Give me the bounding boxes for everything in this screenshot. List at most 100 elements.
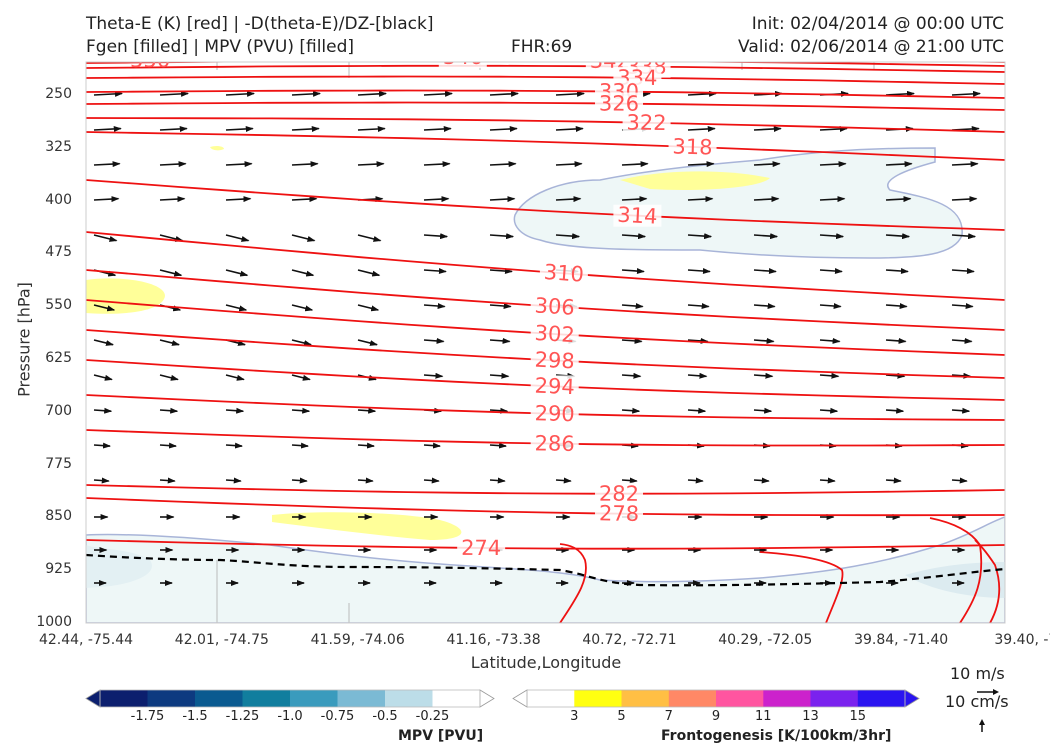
mpv-colorbar-segment [147,690,196,707]
wind-arrow [225,234,250,242]
wind-arrow [357,234,382,242]
fgen-colorbar-segment [527,690,575,707]
wind-arrow [93,196,120,203]
wind-arrow [159,374,179,381]
wind-arrow [819,477,836,484]
mpv-colorbar-extend-low [85,689,101,708]
wind-arrow [93,374,113,381]
contour-label-bg [585,62,634,72]
wind-arrow [489,477,506,484]
wind-key-vertical: 10 cm/s [945,692,1009,711]
theta-e-label: 290 [534,401,575,426]
theta-e-label: 282 [599,482,639,506]
wind-arrow [357,161,385,168]
theta-e-contour [559,543,587,623]
wind-arrow [291,339,312,346]
fgen-colorbar-tick: 7 [664,709,673,724]
wind-arrow [489,125,518,132]
contour-label-bg [457,537,506,560]
mpv-colorbar-tick: -1.25 [225,709,260,724]
fgen-region [86,278,165,314]
fgen-colorbar-extend-low [512,689,528,708]
theta-e-contour [86,62,1005,67]
wind-arrow [225,407,245,414]
contour-label-bg [530,402,579,425]
wind-arrow [621,407,641,414]
wind-arrow [291,407,311,414]
y-tick-label: 475 [45,244,72,261]
wind-arrow [357,269,381,277]
theta-e-contour [974,539,1001,623]
wind-arrow [93,442,111,449]
y-tick-label: 550 [45,297,72,314]
wind-arrow [291,90,321,97]
mpv-colorbar-segment [100,690,149,707]
wind-arrow [819,233,845,240]
wind-arrow [885,477,902,484]
theta-e-contour [86,131,1005,161]
wind-arrow [951,477,968,484]
fgen-colorbar-segment [574,690,623,707]
wind-arrow [555,90,585,97]
wind-arrow [291,269,315,277]
wind-arrow [621,268,645,275]
wind-arrow [93,407,113,414]
wind-arrow [93,477,110,484]
wind-arrow [819,268,843,275]
wind-arrow [225,90,255,97]
wind-arrow [489,337,511,344]
wind-arrow [489,407,509,414]
theta-e-label: 286 [534,431,574,456]
wind-arrow [225,196,252,203]
wind-arrow [423,90,453,97]
wind-arrow [489,161,517,168]
theta-e-label: 346 [443,45,483,69]
y-tick-label: 775 [45,455,72,472]
y-tick-label: 700 [45,402,72,419]
wind-arrow [93,339,114,346]
theta-e-contour [86,89,1005,99]
contour-label-bg [668,135,717,158]
mpv-colorbar-extend-high [479,689,495,708]
wind-arrow [885,90,915,97]
colorbars [85,689,920,708]
x-tick-label: 41.16, -73.38 [446,632,541,648]
wind-arrow [159,269,183,277]
mpv-colorbar-tick: -1.0 [277,709,303,724]
wind-arrow [951,233,977,240]
wind-arrow [423,233,449,240]
theta-e-label: 318 [672,134,713,159]
wind-arrow [687,268,711,275]
wind-arrow [159,234,184,242]
title-line-2: Fgen [filled] | MPV (PVU) [filled] [86,37,355,57]
theta-e-contour [86,64,1005,73]
valid-time: Valid: 02/06/2014 @ 21:00 UTC [738,37,1004,57]
wind-arrow [423,196,450,203]
theta-e-label: 336 [130,48,170,72]
theta-e-contour [945,62,1005,63]
fgen-region [272,512,462,540]
x-tick-label: 39.40, -70.7 [994,632,1050,648]
y-tick-label: 1000 [36,614,72,630]
contour-label-bg [539,262,588,285]
fgen-colorbar-segment [857,690,906,707]
wind-arrow [687,196,714,203]
wind-arrow [489,372,510,379]
x-tick-label: 39.84, -71.40 [854,632,949,648]
wind-arrow [753,303,776,309]
contour-label-bg [530,375,579,398]
wind-arrow [225,161,253,168]
wind-arrow [687,407,707,414]
wind-arrow [93,234,118,242]
wind-arrow [423,268,447,275]
wind-arrow [687,372,708,379]
contour-label-bg [595,502,644,525]
wind-arrow [489,196,516,203]
contour-label-bg [613,204,662,227]
theta-e-label: 302 [534,321,575,347]
wind-arrow [291,304,314,312]
wind-arrow [93,90,123,97]
wind-arrow [423,337,445,344]
mpv-colorbar-segment [432,690,481,707]
wind-arrow [951,161,979,168]
